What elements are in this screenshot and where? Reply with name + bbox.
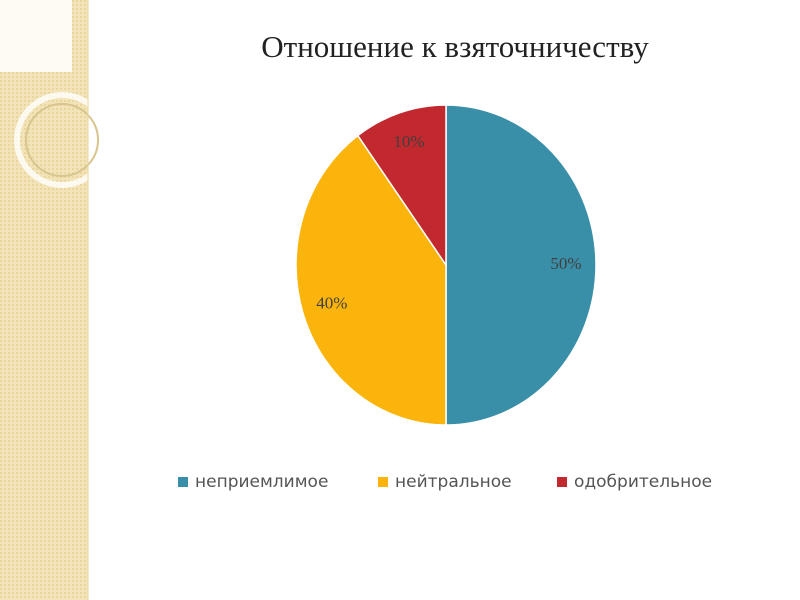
pie-slice [445,104,597,426]
corner-square [0,0,72,72]
legend-label: неприемлимое [195,472,328,492]
side-strip [0,0,88,600]
chart-title: Отношение к взяточничеству [261,29,649,64]
data-label: 40% [316,293,347,312]
legend-label: нейтральное [395,472,512,492]
legend-swatch [378,477,388,487]
legend-swatch [178,477,188,487]
legend-swatch [557,477,567,487]
deco-circle [14,92,110,188]
legend-label: одобрительное [574,472,712,492]
pie-slice [295,134,447,426]
pie-slice [356,104,447,268]
data-label: 50% [550,254,581,273]
data-label: 10% [393,132,424,151]
deco-circle [25,103,99,177]
